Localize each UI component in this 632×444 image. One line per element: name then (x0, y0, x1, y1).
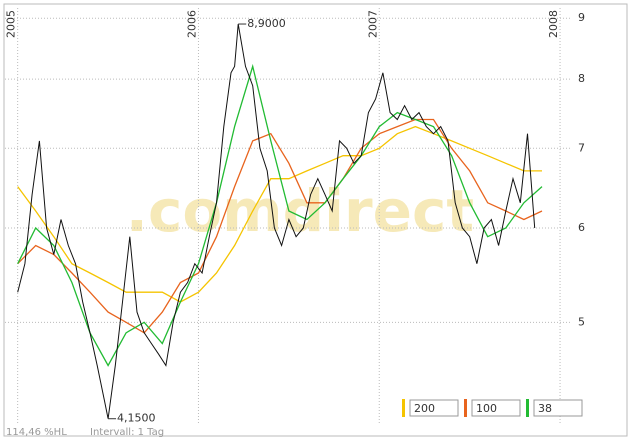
y-tick-label: 8 (578, 72, 585, 85)
price-line (17, 118, 543, 334)
price-line (17, 63, 543, 367)
legend-box (533, 399, 583, 417)
legend-swatch (464, 399, 467, 417)
legend-swatch (402, 399, 405, 417)
legend-box (409, 399, 459, 417)
y-tick-label: 7 (578, 141, 585, 154)
y-tick-label: 9 (578, 11, 585, 24)
legend-label: 100 (476, 402, 497, 415)
x-tick-label: 2005 (5, 10, 18, 38)
annotation: 4,1500 (117, 412, 156, 425)
legend-box (471, 399, 521, 417)
price-line (17, 125, 542, 303)
x-tick-label: 2007 (366, 10, 379, 38)
legend-label: 200 (414, 402, 435, 415)
footer-interval: Intervall: 1 Tag (90, 427, 164, 438)
price-line (17, 23, 536, 419)
x-tick-label: 2008 (547, 10, 560, 38)
legend-label: 38 (538, 402, 552, 415)
annotation: 8,9000 (247, 17, 286, 30)
x-tick-label: 2006 (185, 10, 198, 38)
footer-range: 114,46 %HL (6, 427, 67, 438)
legend-swatch (526, 399, 529, 417)
y-tick-label: 6 (578, 221, 585, 234)
y-tick-label: 5 (578, 315, 585, 328)
